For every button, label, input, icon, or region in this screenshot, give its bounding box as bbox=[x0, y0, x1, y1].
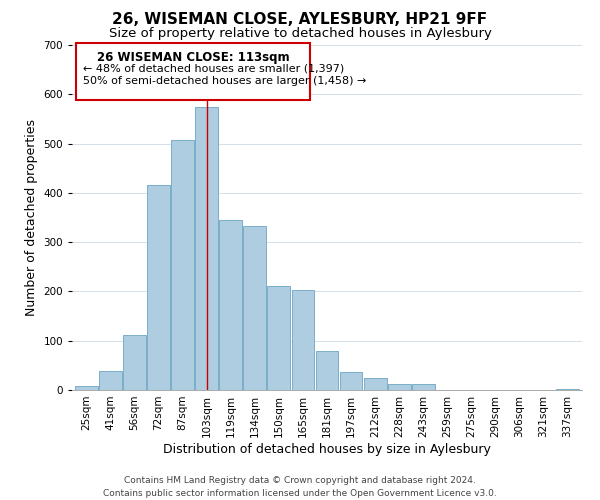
Text: 50% of semi-detached houses are larger (1,458) →: 50% of semi-detached houses are larger (… bbox=[83, 76, 366, 86]
Bar bbox=[412, 384, 434, 390]
Bar bbox=[147, 186, 170, 390]
Bar bbox=[220, 220, 242, 390]
Bar bbox=[171, 140, 194, 390]
Bar bbox=[75, 386, 98, 390]
Text: Contains HM Land Registry data © Crown copyright and database right 2024.
Contai: Contains HM Land Registry data © Crown c… bbox=[103, 476, 497, 498]
Bar bbox=[292, 290, 314, 390]
Y-axis label: Number of detached properties: Number of detached properties bbox=[25, 119, 38, 316]
Text: ← 48% of detached houses are smaller (1,397): ← 48% of detached houses are smaller (1,… bbox=[83, 63, 344, 73]
Bar bbox=[268, 286, 290, 390]
Bar bbox=[123, 335, 146, 390]
X-axis label: Distribution of detached houses by size in Aylesbury: Distribution of detached houses by size … bbox=[163, 442, 491, 456]
Bar bbox=[340, 372, 362, 390]
Text: Size of property relative to detached houses in Aylesbury: Size of property relative to detached ho… bbox=[109, 28, 491, 40]
Text: 26 WISEMAN CLOSE: 113sqm: 26 WISEMAN CLOSE: 113sqm bbox=[97, 52, 289, 64]
Text: 26, WISEMAN CLOSE, AYLESBURY, HP21 9FF: 26, WISEMAN CLOSE, AYLESBURY, HP21 9FF bbox=[112, 12, 488, 28]
Bar bbox=[244, 226, 266, 390]
Bar bbox=[556, 389, 579, 390]
Bar bbox=[388, 384, 410, 390]
Bar bbox=[316, 350, 338, 390]
FancyBboxPatch shape bbox=[76, 42, 310, 100]
Bar bbox=[364, 378, 386, 390]
Bar bbox=[99, 372, 122, 390]
Bar bbox=[195, 106, 218, 390]
